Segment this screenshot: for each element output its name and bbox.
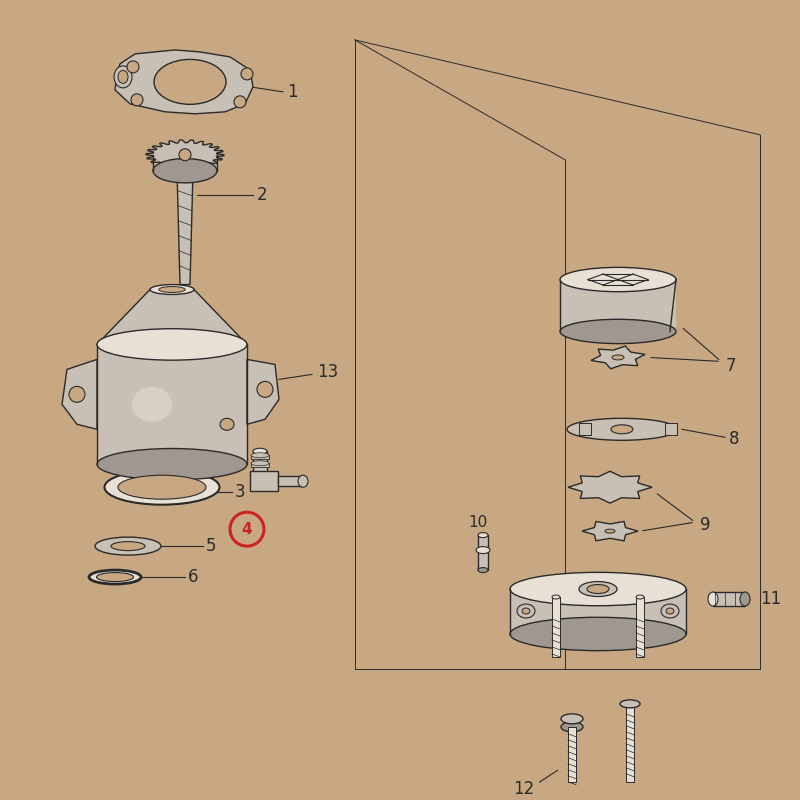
Text: 3: 3 xyxy=(235,483,246,501)
Ellipse shape xyxy=(478,567,488,573)
Ellipse shape xyxy=(611,425,633,434)
Bar xyxy=(713,592,745,606)
Text: 9: 9 xyxy=(700,516,710,534)
Text: 5: 5 xyxy=(206,537,217,555)
Polygon shape xyxy=(247,359,279,424)
Circle shape xyxy=(69,386,85,402)
Bar xyxy=(568,727,576,782)
Text: 1: 1 xyxy=(287,83,298,101)
Ellipse shape xyxy=(636,595,644,599)
Bar xyxy=(510,589,686,634)
Bar xyxy=(560,279,676,331)
Polygon shape xyxy=(591,346,645,369)
Circle shape xyxy=(131,94,143,106)
Ellipse shape xyxy=(708,592,718,606)
Ellipse shape xyxy=(567,418,677,440)
Ellipse shape xyxy=(661,604,679,618)
Ellipse shape xyxy=(158,286,186,293)
Ellipse shape xyxy=(740,592,750,606)
Circle shape xyxy=(241,68,253,80)
Ellipse shape xyxy=(150,285,194,294)
Ellipse shape xyxy=(560,267,676,292)
Ellipse shape xyxy=(132,387,172,422)
Ellipse shape xyxy=(510,618,686,650)
Polygon shape xyxy=(568,471,652,503)
Polygon shape xyxy=(153,154,217,170)
Text: 12: 12 xyxy=(513,780,534,798)
Ellipse shape xyxy=(97,573,134,582)
Ellipse shape xyxy=(579,582,617,597)
Bar xyxy=(552,597,560,657)
Ellipse shape xyxy=(154,59,226,104)
Text: 4: 4 xyxy=(242,522,252,537)
Bar xyxy=(665,423,677,435)
Text: 13: 13 xyxy=(317,363,338,382)
Ellipse shape xyxy=(105,470,219,505)
Ellipse shape xyxy=(251,461,269,466)
Text: 8: 8 xyxy=(729,430,739,448)
Ellipse shape xyxy=(587,585,609,594)
Ellipse shape xyxy=(552,595,560,599)
Polygon shape xyxy=(62,359,97,430)
Bar xyxy=(250,471,278,491)
Ellipse shape xyxy=(153,158,217,183)
Ellipse shape xyxy=(118,70,128,83)
Ellipse shape xyxy=(97,449,247,480)
Text: 11: 11 xyxy=(760,590,782,608)
Bar xyxy=(626,704,634,782)
Ellipse shape xyxy=(97,329,247,360)
Ellipse shape xyxy=(561,714,583,724)
Ellipse shape xyxy=(561,722,583,732)
Polygon shape xyxy=(115,50,253,114)
Ellipse shape xyxy=(476,546,490,554)
Ellipse shape xyxy=(251,453,269,458)
Bar xyxy=(561,719,583,727)
Circle shape xyxy=(127,61,139,73)
Ellipse shape xyxy=(114,66,132,88)
Bar xyxy=(97,345,247,464)
Text: 10: 10 xyxy=(468,514,488,530)
Ellipse shape xyxy=(560,319,676,344)
Bar xyxy=(579,423,591,435)
Ellipse shape xyxy=(522,608,530,614)
Ellipse shape xyxy=(478,533,488,538)
Text: 6: 6 xyxy=(188,568,198,586)
Polygon shape xyxy=(177,170,193,285)
Text: 2: 2 xyxy=(257,186,268,204)
Ellipse shape xyxy=(111,542,145,550)
Ellipse shape xyxy=(298,475,308,487)
Ellipse shape xyxy=(118,475,206,499)
Bar xyxy=(251,463,269,467)
Circle shape xyxy=(257,382,273,398)
Polygon shape xyxy=(582,522,638,541)
Bar xyxy=(278,476,303,486)
Circle shape xyxy=(234,96,246,108)
Ellipse shape xyxy=(605,529,615,533)
Ellipse shape xyxy=(253,448,267,454)
Bar xyxy=(251,455,269,459)
Ellipse shape xyxy=(612,355,624,360)
Ellipse shape xyxy=(95,537,161,555)
Polygon shape xyxy=(146,140,224,170)
Text: 7: 7 xyxy=(726,358,737,375)
Circle shape xyxy=(179,149,191,161)
Ellipse shape xyxy=(89,570,141,584)
Ellipse shape xyxy=(220,418,234,430)
Polygon shape xyxy=(97,290,247,345)
Ellipse shape xyxy=(517,604,535,618)
Bar xyxy=(478,535,488,570)
Ellipse shape xyxy=(620,700,640,708)
Bar xyxy=(636,597,644,657)
Ellipse shape xyxy=(666,608,674,614)
Ellipse shape xyxy=(510,572,686,606)
Bar xyxy=(253,451,267,474)
